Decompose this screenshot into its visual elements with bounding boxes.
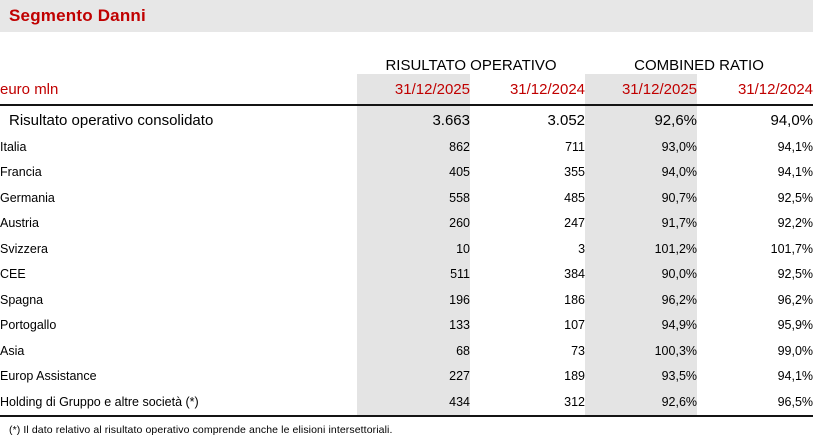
row-label: Austria	[0, 216, 39, 231]
cell-ro-2024: 186	[564, 292, 586, 307]
row-label: Francia	[0, 165, 42, 180]
cell-cr-2024: 94,1%	[777, 369, 813, 384]
table-row: CEE 511 384 90,0% 92,5%	[0, 261, 813, 287]
cell-ro-2025: 227	[357, 363, 470, 389]
table-header: RISULTATO OPERATIVO COMBINED RATIO euro …	[0, 32, 813, 105]
cell-cr-2025: 93,5%	[585, 363, 698, 389]
cell-ro-2024: 3	[578, 241, 586, 256]
table-row: Italia 862 711 93,0% 94,1%	[0, 134, 813, 160]
table-row: Europ Assistance 227 189 93,5% 94,1%	[0, 363, 813, 389]
column-group-spacer	[0, 32, 357, 74]
footnote: (*) Il dato relativo al risultato operat…	[9, 423, 393, 436]
row-label: Europ Assistance	[0, 369, 97, 384]
cell-cr-2025: 92,6%	[585, 389, 698, 416]
cell-cr-2025: 90,0%	[585, 261, 698, 287]
column-header-cr-2025: 31/12/2025	[585, 74, 698, 105]
row-label: CEE	[0, 267, 26, 282]
cell-ro-2024: 355	[564, 165, 586, 180]
cell-cr-2024: 99,0%	[777, 343, 813, 358]
cell-cr-2024: 92,5%	[777, 267, 813, 282]
cell-cr-2025: 91,7%	[585, 210, 698, 236]
cell-cr-2024: 92,5%	[777, 190, 813, 205]
cell-cr-2025: 101,2%	[585, 236, 698, 262]
cell-cr-2025: 94,0%	[585, 159, 698, 185]
cell-cr-2024: 94,1%	[777, 139, 813, 154]
column-group-row: RISULTATO OPERATIVO COMBINED RATIO	[0, 32, 813, 74]
row-label: Holding di Gruppo e altre società (*)	[0, 394, 199, 409]
row-label: Spagna	[0, 292, 44, 307]
column-group-risultato-operativo: RISULTATO OPERATIVO	[385, 57, 557, 74]
cell-ro-2025: 3.663	[357, 105, 470, 134]
cell-ro-2024: 711	[565, 139, 586, 154]
cell-ro-2025: 558	[357, 185, 470, 211]
table-row: Portogallo 133 107 94,9% 95,9%	[0, 312, 813, 338]
row-label: Asia	[0, 343, 25, 358]
cell-cr-2024: 92,2%	[777, 216, 813, 231]
cell-ro-2024: 73	[571, 343, 586, 358]
table-row: Francia 405 355 94,0% 94,1%	[0, 159, 813, 185]
cell-cr-2025: 90,7%	[585, 185, 698, 211]
row-label: Svizzera	[0, 241, 48, 256]
table-row: Spagna 196 186 96,2% 96,2%	[0, 287, 813, 313]
column-header-ro-2025: 31/12/2025	[357, 74, 470, 105]
cell-ro-2025: 434	[357, 389, 470, 416]
cell-ro-2025: 260	[357, 210, 470, 236]
cell-cr-2024: 96,2%	[777, 292, 813, 307]
cell-cr-2025: 93,0%	[585, 134, 698, 160]
cell-cr-2024: 95,9%	[777, 318, 813, 333]
cell-ro-2025: 133	[357, 312, 470, 338]
cell-cr-2025: 96,2%	[585, 287, 698, 313]
cell-cr-2025: 94,9%	[585, 312, 698, 338]
column-header-ro-2024: 31/12/2024	[509, 80, 586, 98]
cell-ro-2025: 511	[357, 261, 470, 287]
cell-cr-2024: 101,7%	[770, 241, 813, 256]
cell-cr-2024: 94,0%	[770, 111, 813, 129]
cell-ro-2024: 189	[564, 369, 586, 384]
row-label: Germania	[0, 190, 55, 205]
cell-cr-2025: 92,6%	[585, 105, 698, 134]
column-group-combined-ratio: COMBINED RATIO	[634, 57, 764, 74]
cell-ro-2024: 384	[564, 267, 586, 282]
table-row: Austria 260 247 91,7% 92,2%	[0, 210, 813, 236]
table-row: Asia 68 73 100,3% 99,0%	[0, 338, 813, 364]
cell-ro-2025: 68	[357, 338, 470, 364]
cell-cr-2025: 100,3%	[585, 338, 698, 364]
row-label: Portogallo	[0, 318, 57, 333]
section-title-bar: Segmento Danni	[0, 0, 813, 32]
cell-ro-2025: 862	[357, 134, 470, 160]
table-row: Svizzera 10 3 101,2% 101,7%	[0, 236, 813, 262]
page-title: Segmento Danni	[9, 6, 146, 25]
cell-ro-2024: 3.052	[547, 111, 586, 129]
table-row-total: Risultato operativo consolidato 3.663 3.05…	[0, 105, 813, 134]
cell-cr-2024: 94,1%	[777, 165, 813, 180]
table-body: Risultato operativo consolidato 3.663 3.05…	[0, 105, 813, 416]
table-row: Germania 558 485 90,7% 92,5%	[0, 185, 813, 211]
table-row: Holding di Gruppo e altre società (*) 434…	[0, 389, 813, 416]
cell-ro-2024: 312	[564, 394, 586, 409]
cell-ro-2024: 485	[564, 190, 586, 205]
cell-ro-2025: 196	[357, 287, 470, 313]
row-label: Italia	[0, 139, 27, 154]
cell-ro-2025: 405	[357, 159, 470, 185]
unit-label: euro mln	[0, 80, 59, 98]
cell-cr-2024: 96,5%	[777, 394, 813, 409]
row-label: Risultato operativo consolidato	[9, 111, 214, 129]
column-header-cr-2024: 31/12/2024	[737, 80, 813, 98]
cell-ro-2024: 107	[564, 318, 586, 333]
cell-ro-2024: 247	[564, 216, 586, 231]
cell-ro-2025: 10	[357, 236, 470, 262]
segment-table: RISULTATO OPERATIVO COMBINED RATIO euro …	[0, 32, 813, 417]
column-header-row: euro mln 31/12/2025 31/12/2024 31/12/202…	[0, 74, 813, 105]
